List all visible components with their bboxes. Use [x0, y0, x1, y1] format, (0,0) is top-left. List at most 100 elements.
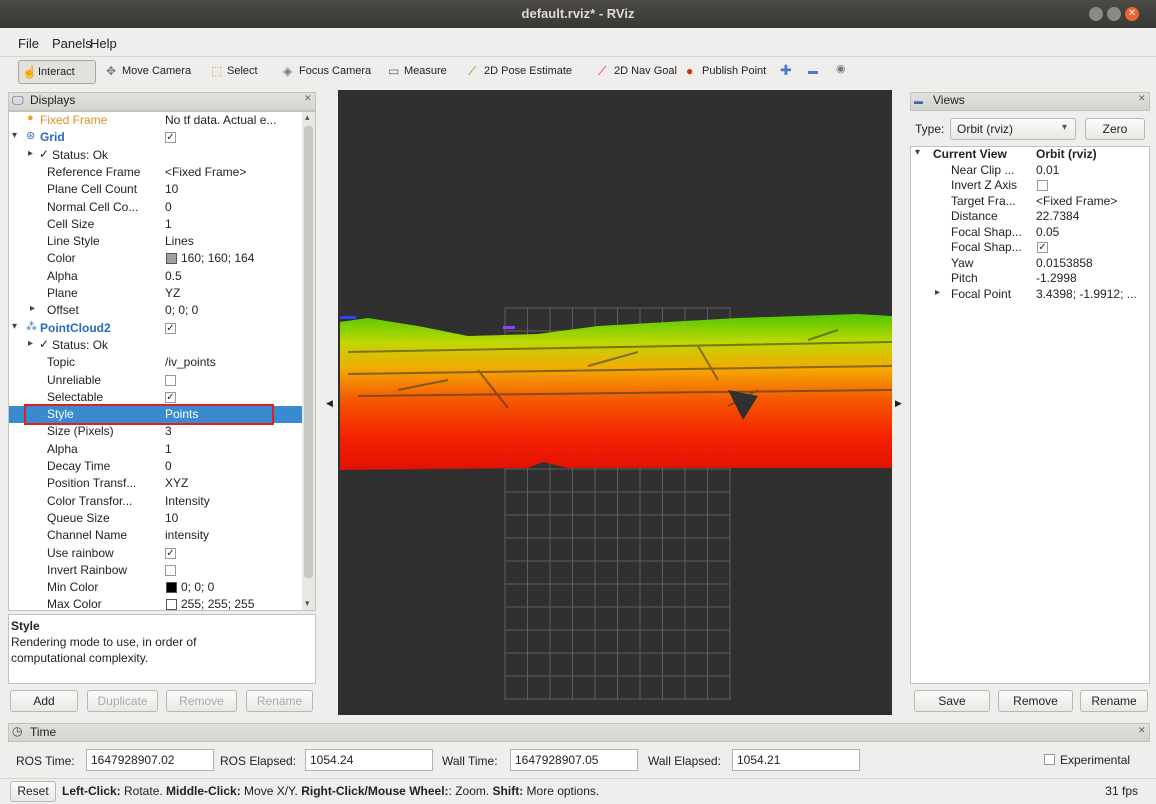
checkbox[interactable]: ✓ [165, 547, 176, 559]
property-name: Status: Ok [52, 337, 109, 352]
tree-expander: ▾ [12, 320, 18, 332]
toolbar-button[interactable]: ● Publish Point [683, 60, 773, 84]
time-label: ROS Elapsed: [220, 754, 297, 768]
property-value[interactable]: 1 [165, 441, 172, 456]
checkbox[interactable] [1037, 180, 1048, 191]
property-name: Grid [40, 130, 65, 145]
checkbox[interactable]: ✓ [165, 391, 176, 403]
viewport-left-arrow[interactable]: ◀ [326, 398, 333, 408]
panel-button[interactable]: Remove [998, 690, 1073, 712]
property-value[interactable]: 0.0153858 [1036, 255, 1093, 270]
property-value[interactable]: 0.05 [1036, 224, 1060, 239]
property-value[interactable]: XYZ [165, 476, 189, 491]
property-value[interactable]: 0.5 [165, 268, 182, 283]
property-value[interactable]: 3.4398; -1.9912; ... [1036, 286, 1137, 301]
tree-expander: ▸ [28, 147, 34, 159]
property-value[interactable]: 0 [165, 199, 172, 214]
property-value[interactable]: /iv_points [165, 355, 216, 370]
property-value[interactable]: 10 [165, 510, 179, 525]
property-value[interactable]: 0.01 [1036, 162, 1060, 177]
property-value[interactable]: Orbit (rviz) [1036, 147, 1097, 161]
status-ok-icon: ✓ [39, 146, 50, 161]
property-value[interactable]: <Fixed Frame> [1036, 193, 1118, 208]
panel-button[interactable]: Rename [1080, 690, 1148, 712]
menu-item[interactable]: Panels [52, 36, 92, 51]
3d-viewport[interactable] [338, 90, 892, 715]
property-name: Min Color [47, 580, 99, 595]
toolbar-label: Interact [38, 66, 75, 78]
property-value[interactable]: 22.7384 [1036, 209, 1080, 223]
color-swatch [166, 599, 177, 611]
checkbox[interactable]: ✓ [165, 132, 176, 144]
property-name: Decay Time [47, 459, 111, 473]
property-name: Position Transf... [47, 476, 137, 491]
property-value[interactable]: Lines [165, 234, 194, 249]
toolbar-label: 2D Nav Goal [614, 65, 677, 77]
menu-item[interactable]: File [18, 36, 39, 51]
property-value[interactable]: YZ [165, 286, 181, 300]
property-value[interactable]: 10 [165, 182, 179, 197]
property-value[interactable]: 160; 160; 164 [181, 251, 255, 266]
property-value[interactable]: <Fixed Frame> [165, 164, 247, 179]
toolbar-button[interactable]: ☝ Interact [18, 60, 96, 84]
property-name: Current View [933, 147, 1007, 161]
panel-close: ✕ [304, 93, 312, 103]
time-value[interactable]: 1647928907.02 [86, 749, 214, 771]
property-name: Use rainbow [47, 545, 114, 560]
time-value[interactable]: 1647928907.05 [510, 749, 638, 771]
property-name: Queue Size [47, 510, 110, 525]
property-value[interactable]: 0; 0; 0 [181, 580, 215, 595]
property-value[interactable]: Points [165, 407, 199, 422]
menu-item[interactable]: Help [90, 36, 117, 51]
property-value[interactable]: -1.2998 [1036, 271, 1077, 285]
toolbar-button[interactable]: ▭ Measure [385, 60, 457, 84]
toolbar-button[interactable]: ⟋ 2D Pose Estimate [465, 60, 585, 84]
time-value[interactable]: 1054.21 [732, 749, 860, 771]
property-value[interactable]: intensity [165, 528, 210, 543]
panel-button: Rename [246, 690, 313, 712]
time-icon: ◷ [12, 724, 23, 738]
property-value[interactable]: 0; 0; 0 [165, 303, 199, 318]
displays-tree [8, 111, 316, 611]
property-value[interactable]: 255; 255; 255 [181, 597, 255, 612]
property-name: Selectable [47, 389, 104, 404]
property-value[interactable]: 3 [165, 424, 172, 439]
scroll-down: ▾ [305, 598, 310, 608]
checkbox[interactable] [165, 564, 176, 576]
panel-button[interactable]: Add [10, 690, 78, 712]
toolbar-button[interactable]: ✥ Move Camera [103, 60, 199, 84]
reset-button[interactable]: Reset [10, 781, 56, 802]
highlight-box [24, 404, 274, 426]
views-tree [910, 146, 1150, 684]
zero-button[interactable]: Zero [1085, 118, 1145, 140]
display-icon: ⁂ [26, 320, 37, 333]
toolbar-button[interactable]: ◈ Focus Camera [280, 60, 378, 84]
time-value[interactable]: 1054.24 [305, 749, 433, 771]
time-label: Wall Elapsed: [648, 754, 721, 768]
checkbox[interactable]: ✓ [165, 322, 176, 334]
toolbar-button[interactable]: ⬚ Select [208, 60, 272, 84]
view-type-combo[interactable]: Orbit (rviz) [950, 118, 1076, 140]
checkbox[interactable] [1044, 754, 1055, 765]
hint-segment: Move X/Y. [240, 784, 302, 798]
property-value[interactable]: 0 [165, 459, 172, 473]
close-button[interactable]: ✕ [1125, 7, 1139, 21]
property-value[interactable]: Intensity [165, 493, 210, 508]
maximize-button[interactable] [1107, 7, 1121, 21]
toolbar-button[interactable]: ⟋ 2D Nav Goal [595, 60, 677, 84]
property-value[interactable]: 1 [165, 216, 172, 231]
views-icon: ▬ [914, 96, 923, 106]
panel-button[interactable]: Save [914, 690, 990, 712]
toolbar-icon: ⟋ [468, 64, 477, 78]
checkbox[interactable] [165, 374, 176, 386]
viewport-right-arrow[interactable]: ▶ [895, 398, 902, 408]
window-title: default.rviz* - RViz [521, 6, 635, 21]
checkbox[interactable]: ✓ [1037, 242, 1048, 253]
property-name: Pitch [951, 271, 978, 285]
property-name: Invert Rainbow [47, 562, 128, 577]
property-name: Plane Cell Count [47, 182, 138, 197]
description-text: Rendering mode to use, in order of compu… [11, 635, 197, 665]
minimize-button[interactable] [1089, 7, 1103, 21]
property-name: Max Color [47, 597, 102, 612]
scrollbar-thumb[interactable] [304, 126, 313, 578]
